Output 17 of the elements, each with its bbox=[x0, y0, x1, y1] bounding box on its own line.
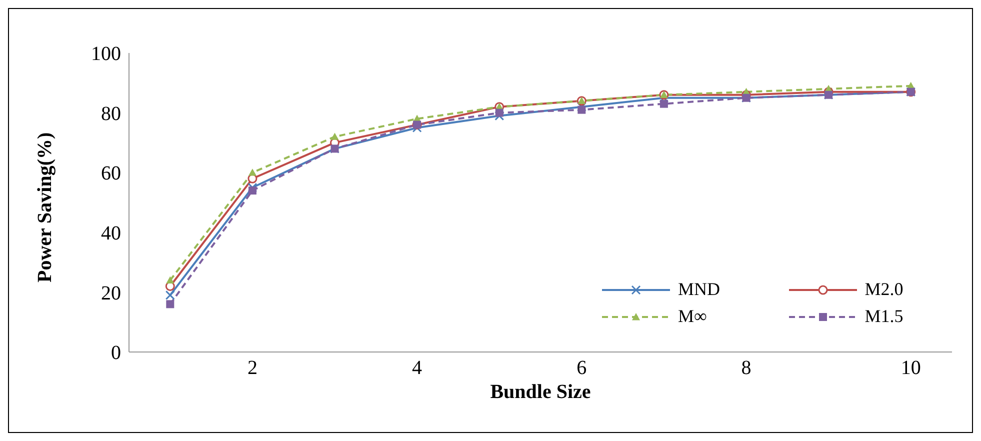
y-tick-label: 0 bbox=[111, 342, 121, 364]
legend-label: M∞ bbox=[678, 306, 707, 327]
x-tick-label: 10 bbox=[900, 357, 921, 380]
y-tick-label: 80 bbox=[101, 102, 121, 125]
y-tick-label: 60 bbox=[101, 162, 121, 185]
legend-label: MND bbox=[678, 279, 720, 300]
y-tick-label: 100 bbox=[91, 43, 121, 66]
x-axis-title: Bundle Size bbox=[490, 381, 591, 403]
y-axis-title: Power Saving(%) bbox=[34, 132, 56, 282]
x-tick-label: 6 bbox=[576, 357, 587, 380]
y-tick-label: 40 bbox=[101, 222, 121, 244]
x-tick-label: 8 bbox=[741, 357, 752, 380]
x-tick-label: 2 bbox=[247, 357, 258, 380]
legend-label: M1.5 bbox=[864, 306, 904, 327]
y-tick-label: 20 bbox=[101, 282, 121, 304]
x-tick-label: 4 bbox=[412, 357, 422, 380]
legend-label: M2.0 bbox=[864, 279, 904, 300]
